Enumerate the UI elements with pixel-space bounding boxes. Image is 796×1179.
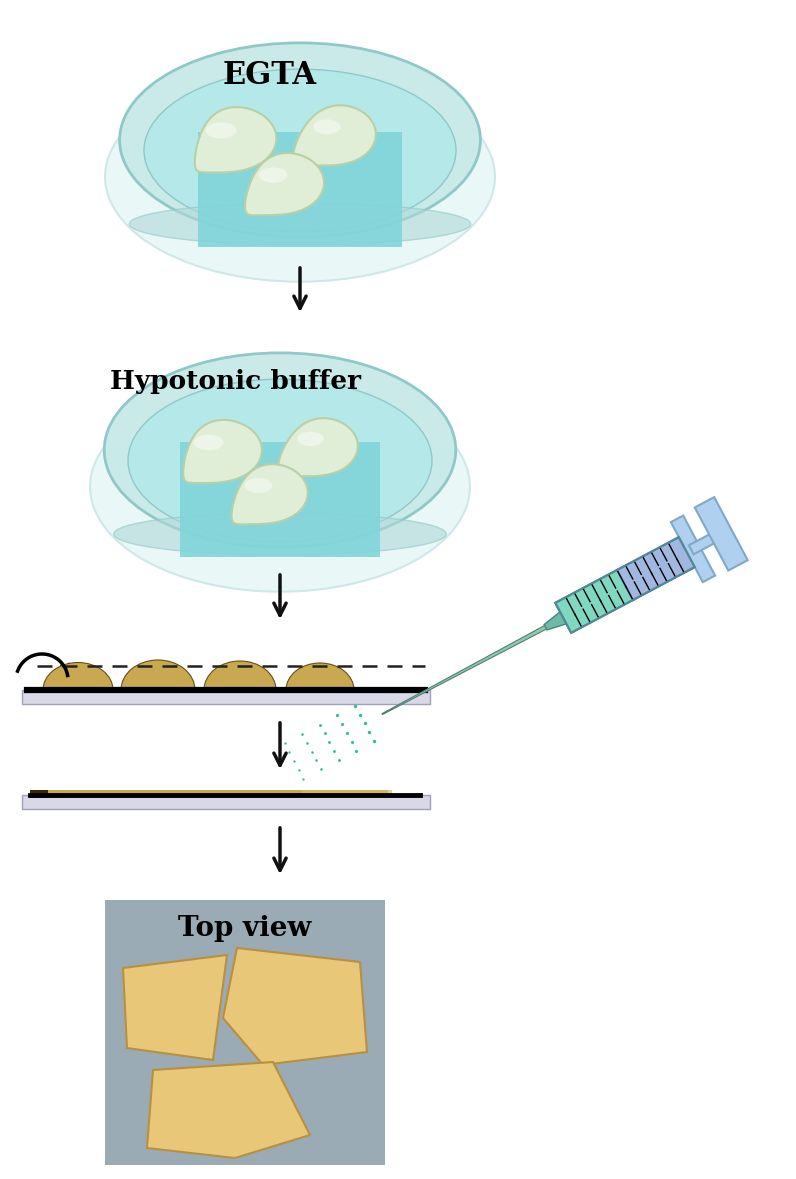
PathPatch shape [183,420,262,483]
Ellipse shape [314,119,341,134]
Ellipse shape [205,123,236,138]
Ellipse shape [104,353,456,547]
Ellipse shape [286,663,354,717]
Polygon shape [544,612,567,630]
Bar [302,790,392,798]
PathPatch shape [195,107,276,172]
Polygon shape [617,538,695,600]
Bar [22,690,430,704]
Ellipse shape [121,660,195,720]
Polygon shape [223,948,367,1065]
Ellipse shape [298,432,324,446]
Polygon shape [689,529,723,554]
Polygon shape [123,955,227,1060]
Bar [22,795,430,809]
Bar [30,790,48,798]
Ellipse shape [259,167,287,183]
Bar [197,132,402,248]
Bar [48,790,388,798]
Ellipse shape [90,382,470,592]
Polygon shape [147,1062,310,1158]
Polygon shape [671,515,715,582]
Polygon shape [382,626,547,714]
Bar [105,900,385,1165]
Ellipse shape [114,513,447,555]
Text: Hypotonic buffer: Hypotonic buffer [110,369,361,395]
Ellipse shape [245,477,272,493]
Ellipse shape [130,203,470,245]
Ellipse shape [43,663,113,718]
Polygon shape [695,498,747,571]
Text: EGTA: EGTA [223,59,317,91]
PathPatch shape [294,105,376,165]
Bar [180,442,380,558]
Polygon shape [556,568,635,633]
Ellipse shape [144,70,456,232]
PathPatch shape [245,153,324,216]
Ellipse shape [119,42,480,237]
Ellipse shape [105,72,495,282]
Ellipse shape [128,380,432,542]
Ellipse shape [193,435,224,450]
PathPatch shape [232,465,308,525]
Ellipse shape [204,661,276,719]
Text: Top view: Top view [178,915,312,942]
PathPatch shape [279,419,358,476]
